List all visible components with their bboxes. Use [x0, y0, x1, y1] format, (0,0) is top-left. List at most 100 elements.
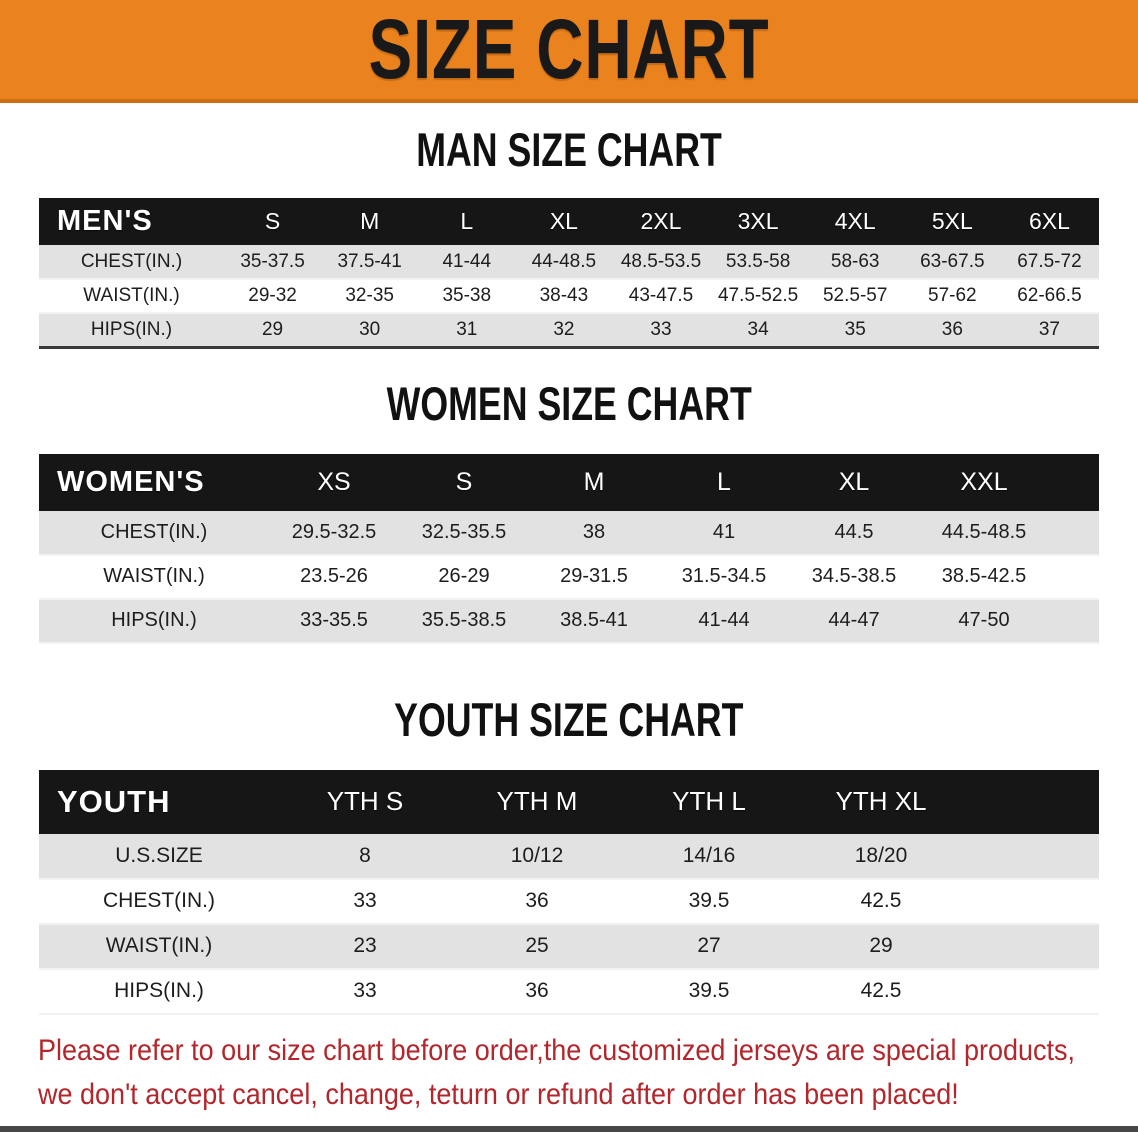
size-value-cell: 38.5-42.5: [919, 554, 1049, 599]
row-label: WAIST(IN.): [39, 923, 279, 969]
size-column-header: YTH XL: [795, 769, 967, 834]
size-value-cell: 58-63: [806, 245, 904, 279]
size-value-cell: 47-50: [919, 598, 1049, 643]
section-heading: YOUTH SIZE CHART: [0, 696, 1138, 743]
size-value-cell: 33: [612, 313, 710, 347]
size-value-cell: 42.5: [795, 878, 967, 924]
size-column-header: XXL: [919, 453, 1049, 511]
size-column-header: 6XL: [1000, 198, 1098, 245]
size-value-cell: 57-62: [903, 279, 1001, 313]
row-label: CHEST(IN.): [39, 510, 269, 555]
section-heading: WOMEN SIZE CHART: [0, 380, 1138, 427]
measurement-row: HIPS(IN.) 33 36 39.5 42.5: [39, 968, 1099, 1014]
size-value-cell: 44-48.5: [515, 245, 613, 279]
row-label: HIPS(IN.): [39, 598, 269, 643]
size-value-cell: 10/12: [451, 833, 623, 879]
size-value-cell: 35: [806, 313, 904, 347]
size-value-cell: 39.5: [623, 878, 795, 924]
size-value-cell: 33-35.5: [269, 598, 399, 643]
header-spacer: [1098, 198, 1099, 245]
size-chart-section: YOUTH SIZE CHART YOUTH YTH S YTH M YTH L YTH …: [0, 696, 1138, 1015]
size-column-header: 3XL: [709, 198, 807, 245]
size-value-cell: 26-29: [399, 554, 529, 599]
size-value-cell: 36: [903, 313, 1001, 347]
size-value-cell: 41-44: [418, 245, 516, 279]
size-column-header: XS: [269, 453, 399, 511]
size-chart-section: WOMEN SIZE CHART WOMEN'S XS S M L XL XXL CHEST(I…: [0, 380, 1138, 644]
section-heading-text: WOMEN SIZE CHART: [386, 376, 752, 430]
disclaimer-line: we don't accept cancel, change, teturn o…: [38, 1077, 959, 1111]
row-spacer: [967, 878, 1099, 924]
size-value-cell: 38: [529, 510, 659, 555]
size-value-cell: 14/16: [623, 833, 795, 879]
section-heading-text: MAN SIZE CHART: [416, 123, 722, 176]
size-value-cell: 35-38: [418, 279, 516, 313]
size-chart-banner: SIZE CHART: [0, 0, 1138, 103]
size-column-header: L: [418, 198, 516, 245]
page-title: SIZE CHART: [368, 2, 770, 96]
row-spacer: [1049, 554, 1099, 599]
size-value-cell: 32-35: [321, 279, 419, 313]
disclaimer: Please refer to our size chart before or…: [0, 1029, 1138, 1117]
table-header-label: MEN'S: [39, 198, 224, 245]
size-value-cell: 38.5-41: [529, 598, 659, 643]
row-label: HIPS(IN.): [39, 313, 224, 347]
measurement-row: WAIST(IN.) 23.5-26 26-29 29-31.5 31.5-34.5 34…: [39, 554, 1099, 599]
size-value-cell: 23.5-26: [269, 554, 399, 599]
row-spacer: [1098, 313, 1099, 347]
size-table: MEN'S S M L XL 2XL 3XL 4XL 5XL 6XL CHEST(IN.) 35-37…: [39, 198, 1099, 349]
size-value-cell: 44-47: [789, 598, 919, 643]
header-spacer: [1049, 453, 1099, 511]
size-value-cell: 36: [451, 968, 623, 1014]
section-heading-text: YOUTH SIZE CHART: [394, 692, 744, 746]
measurement-row: WAIST(IN.) 23 25 27 29: [39, 923, 1099, 969]
size-value-cell: 36: [451, 878, 623, 924]
row-label: WAIST(IN.): [39, 279, 224, 313]
size-value-cell: 29: [224, 313, 322, 347]
row-label: U.S.SIZE: [39, 833, 279, 879]
size-value-cell: 27: [623, 923, 795, 969]
row-spacer: [967, 833, 1099, 879]
size-value-cell: 67.5-72: [1000, 245, 1098, 279]
size-table: YOUTH YTH S YTH M YTH L YTH XL U.S.SIZE 8 10/12…: [39, 769, 1099, 1015]
measurement-row: CHEST(IN.) 29.5-32.5 32.5-35.5 38 41 44.5 44.5…: [39, 510, 1099, 555]
size-value-cell: 29-32: [224, 279, 322, 313]
size-column-header: 4XL: [806, 198, 904, 245]
size-value-cell: 63-67.5: [903, 245, 1001, 279]
size-chart-section: MAN SIZE CHART MEN'S S M L XL 2XL 3XL 4XL 5XL 6XL C…: [0, 126, 1138, 349]
size-column-header: L: [659, 453, 789, 511]
size-value-cell: 30: [321, 313, 419, 347]
size-value-cell: 32: [515, 313, 613, 347]
size-value-cell: 29-31.5: [529, 554, 659, 599]
disclaimer-line: Please refer to our size chart before or…: [38, 1033, 1076, 1067]
measurement-row: CHEST(IN.) 33 36 39.5 42.5: [39, 878, 1099, 924]
size-value-cell: 47.5-52.5: [709, 279, 807, 313]
size-column-header: 2XL: [612, 198, 710, 245]
row-label: CHEST(IN.): [39, 878, 279, 924]
size-column-header: YTH M: [451, 769, 623, 834]
header-spacer: [967, 769, 1099, 834]
size-value-cell: 33: [279, 968, 451, 1014]
section-heading: MAN SIZE CHART: [0, 126, 1138, 173]
measurement-row: HIPS(IN.) 33-35.5 35.5-38.5 38.5-41 41-44 44-…: [39, 598, 1099, 643]
size-value-cell: 42.5: [795, 968, 967, 1014]
size-value-cell: 52.5-57: [806, 279, 904, 313]
size-column-header: XL: [515, 198, 613, 245]
size-value-cell: 8: [279, 833, 451, 879]
size-value-cell: 53.5-58: [709, 245, 807, 279]
size-value-cell: 37.5-41: [321, 245, 419, 279]
sections: MAN SIZE CHART MEN'S S M L XL 2XL 3XL 4XL 5XL 6XL C…: [0, 126, 1138, 1015]
row-spacer: [1049, 598, 1099, 643]
size-column-header: YTH S: [279, 769, 451, 834]
size-value-cell: 31.5-34.5: [659, 554, 789, 599]
size-column-header: YTH L: [623, 769, 795, 834]
size-value-cell: 41: [659, 510, 789, 555]
size-column-header: S: [224, 198, 322, 245]
row-spacer: [967, 968, 1099, 1014]
size-value-cell: 29: [795, 923, 967, 969]
size-value-cell: 23: [279, 923, 451, 969]
row-label: HIPS(IN.): [39, 968, 279, 1014]
size-value-cell: 48.5-53.5: [612, 245, 710, 279]
size-column-header: M: [321, 198, 419, 245]
measurement-row: CHEST(IN.) 35-37.5 37.5-41 41-44 44-48.5 48.5…: [39, 245, 1099, 279]
